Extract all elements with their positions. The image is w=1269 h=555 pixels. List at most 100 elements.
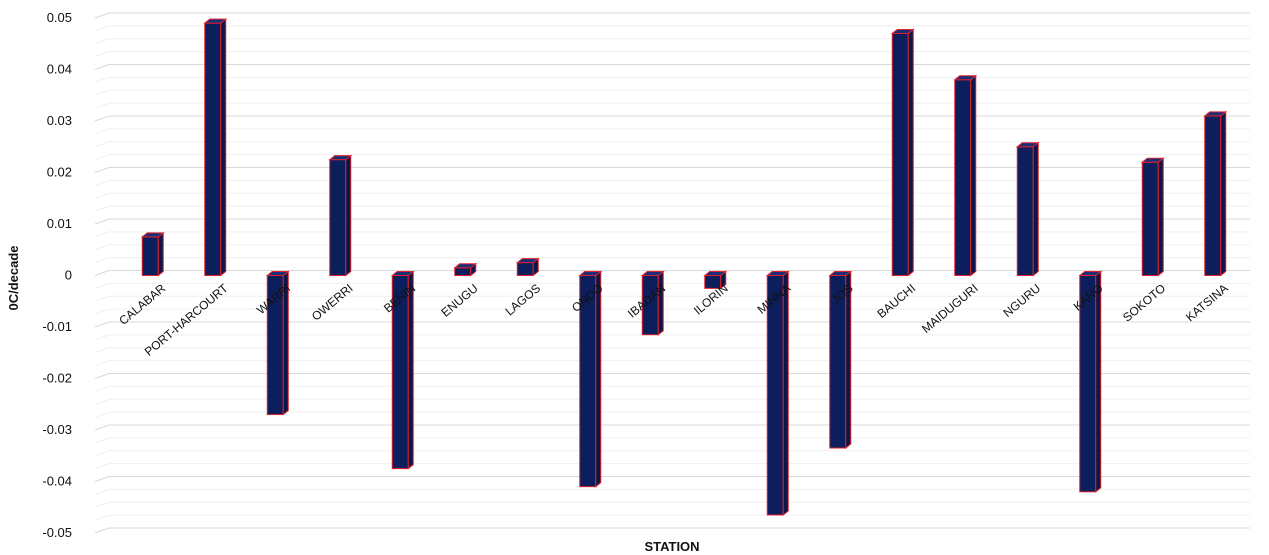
y-axis-title: 0C/decade [6, 245, 21, 310]
y-tick-label: -0.03 [42, 422, 72, 437]
bar [1203, 110, 1228, 277]
gridline-depth [94, 192, 110, 199]
bar [765, 270, 790, 517]
bar [1140, 157, 1165, 277]
gridline-depth [94, 308, 110, 315]
y-axis-tick-labels: 0.05 0.04 0.03 0.02 0.01 0 -0.01 -0.02 -0.03 -0.0… [42, 10, 72, 540]
gridline-depth [94, 373, 110, 379]
bar [453, 262, 478, 277]
gridlines [94, 12, 1250, 534]
bar-side [907, 28, 914, 277]
bar-front [516, 262, 534, 276]
gridline-depth [94, 501, 110, 508]
y-tick-label: 0.04 [47, 62, 72, 77]
bar-side [595, 270, 602, 488]
y-tick-label: 0.05 [47, 10, 72, 25]
y-tick-label: -0.05 [42, 525, 72, 540]
gridline-depth [94, 76, 110, 83]
bar-top [578, 271, 603, 276]
bar-side [220, 18, 227, 277]
bar-front [204, 22, 222, 277]
gridline-depth [94, 360, 110, 367]
bar [328, 154, 353, 277]
gridline-depth [94, 437, 110, 444]
gridline-depth [94, 270, 110, 276]
bar-front [1204, 115, 1222, 276]
gridline-depth [94, 411, 110, 418]
gridline-depth [94, 115, 110, 122]
bar-side [970, 74, 977, 277]
gridline-depth [94, 347, 110, 354]
bar [1015, 141, 1040, 277]
bar-side [1157, 157, 1164, 277]
y-tick-label: 0.01 [47, 216, 72, 231]
bar-front [329, 159, 347, 276]
bar-side [1032, 141, 1039, 277]
bar-top [453, 263, 478, 269]
gridline-depth [94, 398, 110, 405]
bar-front [891, 32, 909, 277]
bars [140, 18, 1228, 517]
bar-top [828, 271, 853, 276]
gridline-depth [94, 385, 110, 392]
bar [390, 270, 415, 470]
category-label: SOKOTO [1120, 281, 1168, 325]
gridline-depth [94, 321, 110, 328]
y-tick-label: 0.03 [47, 113, 72, 128]
bar [515, 257, 540, 277]
gridline-depth [94, 51, 110, 58]
bar-top [515, 258, 540, 264]
gridline-depth [94, 12, 110, 19]
bar-side [1220, 110, 1227, 277]
gridline-depth [94, 295, 110, 302]
y-tick-label: -0.02 [42, 371, 72, 386]
bar-top [890, 28, 915, 34]
category-label: ENUGU [438, 281, 480, 320]
gridline-depth [94, 64, 110, 70]
bar [140, 231, 165, 277]
gridline-depth [94, 38, 110, 45]
y-tick-label: 0 [65, 268, 72, 283]
bar-side [157, 231, 164, 277]
bar-top [1015, 142, 1040, 148]
gridline-depth [94, 231, 110, 238]
gridline-depth [94, 476, 110, 482]
gridline-depth [94, 334, 110, 341]
bar [265, 270, 290, 416]
bar-top [765, 271, 790, 276]
gridline-depth [94, 141, 110, 148]
bar-front [141, 236, 159, 276]
bar-top [328, 155, 353, 161]
bar [890, 28, 915, 277]
gridline-depth [94, 282, 110, 289]
bar-top [390, 271, 415, 276]
bar-front [454, 267, 472, 276]
category-label: MAIDUGURI [919, 281, 981, 336]
bar [703, 270, 728, 290]
gridline-depth [94, 25, 110, 32]
gridline-depth [94, 514, 110, 521]
gridline-depth [94, 527, 110, 534]
category-label: NGURU [1000, 281, 1043, 320]
bar [203, 18, 228, 277]
gridline-depth [94, 102, 110, 109]
bar-side [407, 270, 414, 470]
gridline-depth [94, 205, 110, 212]
y-tick-label: 0.02 [47, 165, 72, 180]
gridline-depth [94, 179, 110, 186]
gridline-depth [94, 450, 110, 457]
bar-top [953, 75, 978, 81]
gridline-depth [94, 257, 110, 264]
gridline-depth [94, 488, 110, 495]
gridline-depth [94, 463, 110, 470]
bar-top [203, 18, 228, 24]
bar-top [1140, 157, 1165, 163]
category-label: KATSINA [1183, 281, 1231, 324]
bar-top [140, 232, 165, 238]
bar-top [640, 271, 665, 276]
bar-front [1141, 161, 1159, 276]
bar-top [703, 271, 728, 276]
bar-top [265, 271, 290, 276]
bar [578, 270, 603, 488]
